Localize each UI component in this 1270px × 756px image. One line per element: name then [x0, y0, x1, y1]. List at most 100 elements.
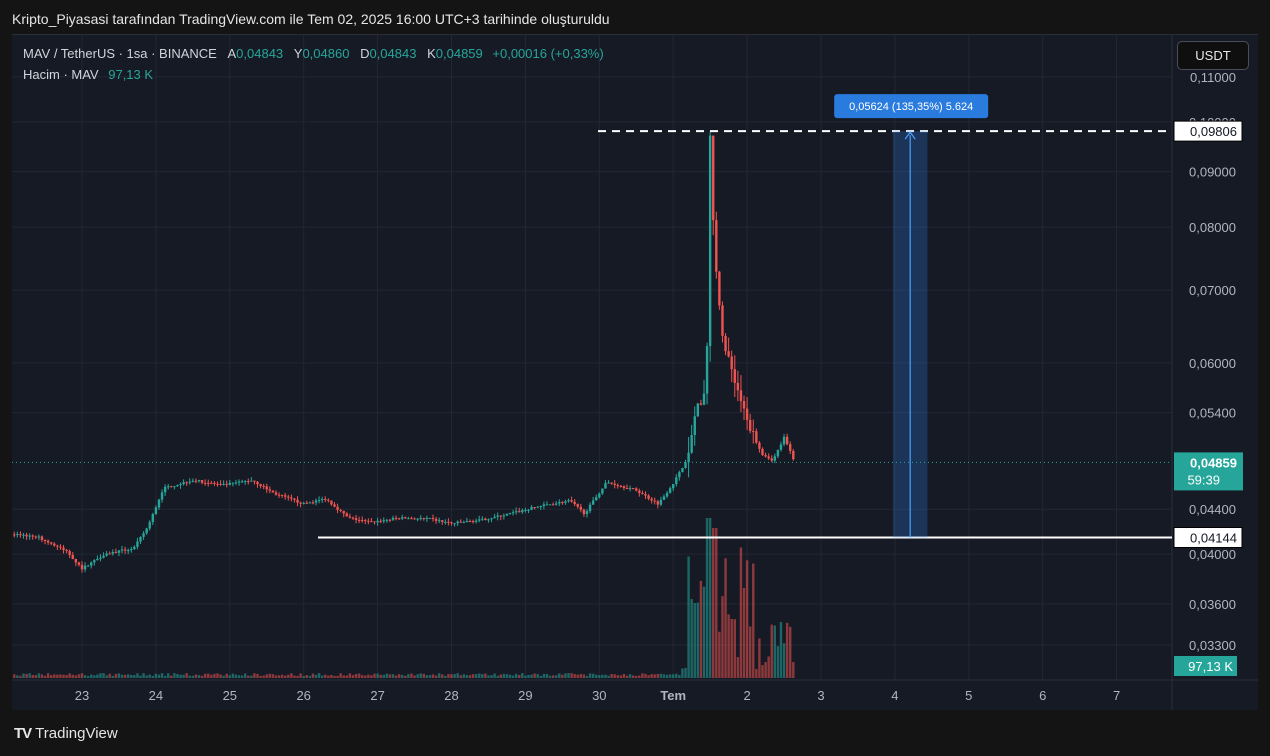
candle-body — [570, 500, 573, 502]
candle-body — [530, 507, 533, 510]
candle-body — [687, 452, 690, 463]
volume-label[interactable]: Hacim · MAV — [23, 67, 99, 82]
volume-bar — [213, 673, 216, 678]
volume-bar — [16, 675, 19, 678]
candle-body — [157, 499, 161, 508]
volume-bar — [102, 673, 105, 678]
volume-bar — [770, 624, 773, 678]
volume-bar — [96, 674, 99, 678]
volume-bar — [490, 675, 493, 678]
volume-bar — [302, 675, 305, 678]
candle-body — [712, 135, 715, 221]
brand-name: TradingView — [35, 725, 118, 742]
volume-bar — [250, 675, 253, 678]
volume-bar — [456, 673, 459, 678]
candle-body — [176, 485, 179, 487]
volume-bar — [659, 673, 663, 678]
volume-bar — [170, 675, 173, 678]
volume-bar — [499, 674, 502, 678]
candle-body — [739, 390, 743, 402]
candle-body — [207, 482, 210, 484]
volume-bar — [160, 673, 164, 678]
volume-bar — [40, 674, 44, 678]
candle-body — [474, 520, 478, 522]
volume-bar — [672, 674, 675, 678]
volume-bar — [56, 674, 59, 678]
volume-bar — [46, 673, 50, 678]
volume-bar — [481, 674, 484, 678]
candle-body — [558, 502, 561, 504]
volume-bar — [748, 626, 752, 678]
candle-body — [434, 518, 438, 521]
candle-body — [71, 555, 74, 559]
volume-bar — [779, 622, 783, 678]
volume-value: 97,13 K — [108, 67, 154, 82]
volume-bar — [59, 674, 62, 678]
high-line-label: 0,09806 — [1190, 124, 1237, 139]
volume-bar — [324, 674, 327, 678]
candle-body — [478, 519, 481, 521]
last-price-label: 0,04859 — [1190, 455, 1237, 470]
candle-body — [274, 492, 278, 495]
volume-bar — [111, 675, 114, 678]
volume-bar — [422, 673, 425, 678]
candle-body — [551, 504, 555, 506]
volume-badge — [1174, 656, 1237, 676]
volume-bar — [573, 674, 576, 678]
candle-body — [102, 555, 105, 558]
volume-bar — [262, 675, 265, 678]
volume-bar — [364, 675, 367, 678]
volume-bar — [90, 674, 93, 678]
candle-body — [391, 517, 395, 520]
volume-bar — [157, 674, 161, 678]
volume-bar — [598, 675, 601, 678]
volume-bar — [401, 674, 404, 678]
candle-body — [228, 482, 231, 485]
volume-bar — [231, 673, 235, 678]
volume-bar — [431, 674, 435, 678]
candle-body — [397, 518, 401, 520]
volume-bar — [789, 626, 792, 678]
volume-bar — [755, 668, 758, 678]
volume-bar — [638, 675, 641, 678]
candle-body — [139, 536, 142, 542]
candle-body — [437, 520, 441, 522]
candle-body — [250, 480, 253, 482]
volume-bar — [130, 674, 133, 678]
volume-bar — [647, 675, 650, 678]
volume-bar — [478, 673, 481, 678]
currency-button[interactable]: USDT — [1177, 41, 1249, 70]
volume-bar — [715, 528, 718, 678]
candle-body — [86, 565, 90, 567]
candle-body — [43, 540, 47, 542]
candle-body — [333, 504, 336, 507]
price-tick-label: 0,11000 — [1190, 70, 1236, 85]
candle-body — [213, 482, 216, 484]
volume-bar — [675, 673, 678, 678]
volume-bar — [247, 675, 250, 678]
candle-body — [573, 501, 576, 505]
candle-body — [311, 502, 315, 504]
candle-body — [31, 535, 34, 537]
time-tick-label: 5 — [965, 688, 972, 703]
candle-body — [410, 518, 413, 520]
candle-body — [280, 494, 284, 496]
volume-bar — [681, 668, 684, 678]
volume-bar — [428, 675, 432, 678]
candle-body — [256, 481, 259, 485]
brand-logo[interactable]: TV TradingView — [14, 725, 118, 742]
candle-body — [237, 481, 241, 483]
volume-bar — [631, 675, 635, 678]
candle-body — [601, 488, 604, 494]
candle-body — [130, 549, 133, 551]
volume-bar — [37, 673, 41, 678]
volume-bar — [419, 673, 422, 678]
support-line-label-box — [1173, 527, 1243, 548]
time-axis: 23 24 25 26 27 28 29 30 Tem 2 3 4 5 6 7 — [75, 688, 1120, 703]
candle-body — [111, 552, 114, 554]
candle-body — [348, 516, 352, 518]
time-tick-label: 26 — [296, 688, 310, 703]
volume-bar — [524, 675, 527, 678]
symbol-label[interactable]: MAV / TetherUS · 1sa · BINANCE — [23, 46, 217, 61]
